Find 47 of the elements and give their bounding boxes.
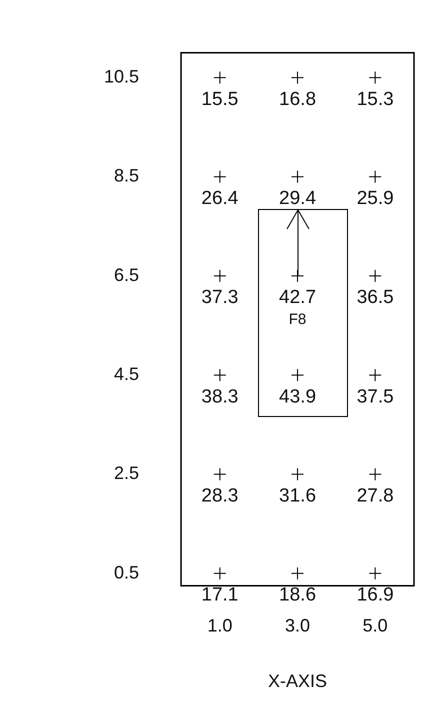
point [291, 71, 304, 84]
point [213, 269, 226, 282]
point [291, 170, 304, 184]
point [213, 368, 226, 382]
y-tick-label: 0.5 [114, 562, 140, 582]
point [368, 566, 382, 580]
point [291, 368, 304, 382]
point [213, 170, 226, 184]
point [291, 269, 304, 282]
x-tick-label: 1.0 [207, 616, 232, 636]
annotation: 38.3 [201, 386, 238, 408]
annotation: 16.9 [356, 584, 394, 606]
annotation: 37.5 [356, 386, 394, 408]
annotation: 15.5 [201, 88, 238, 110]
annotation: 42.7 [279, 287, 316, 308]
point [368, 368, 382, 382]
point [213, 71, 226, 84]
annotation: 43.9 [279, 386, 316, 408]
point [291, 566, 304, 580]
point [213, 468, 226, 481]
point [213, 566, 226, 580]
annotation: 31.6 [279, 485, 316, 506]
annotation: 15.3 [356, 88, 394, 110]
annotation: 29.4 [279, 188, 316, 209]
y-tick-label: 8.5 [114, 166, 140, 186]
y-tick-label: 2.5 [114, 463, 140, 484]
annotation: 37.3 [201, 287, 238, 308]
annotation: 16.8 [279, 88, 316, 110]
annotation: 25.9 [356, 188, 394, 209]
y-tick-label: 10.5 [104, 66, 140, 87]
annotation: F8 [288, 311, 306, 328]
x-tick-label: 3.0 [285, 616, 310, 636]
annotation: 28.3 [201, 485, 238, 506]
point [291, 468, 304, 481]
x-axis-title: X-AXIS [268, 671, 328, 692]
y-tick-label: 4.5 [114, 364, 140, 384]
annotation: 18.6 [279, 584, 316, 606]
point [368, 468, 382, 481]
annotation: 26.4 [201, 188, 239, 209]
annotation: 27.8 [356, 485, 394, 506]
x-tick-label: 5.0 [362, 616, 388, 636]
annotation: 17.1 [201, 584, 238, 606]
point [368, 71, 382, 84]
annotation: 36.5 [356, 287, 394, 308]
point [368, 170, 382, 184]
y-tick-label: 6.5 [114, 264, 140, 285]
point [368, 269, 382, 282]
